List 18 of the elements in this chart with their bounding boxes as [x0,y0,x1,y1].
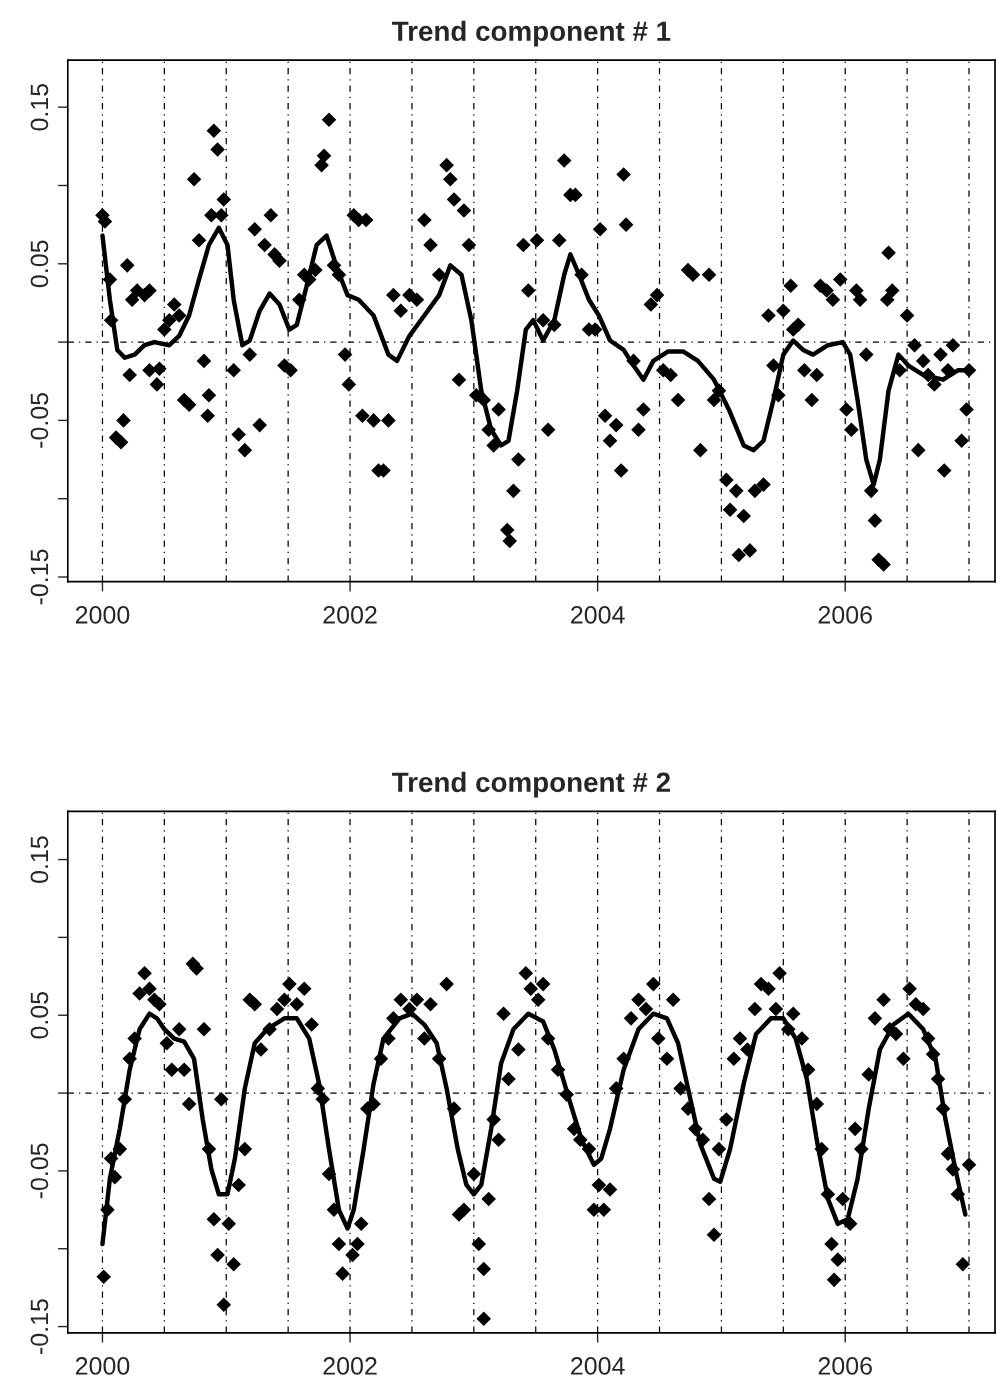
x-tick-label: 2000 [75,1357,130,1375]
y-tick-label: -0.15 [30,549,49,605]
x-tick-label: 2006 [818,1357,872,1375]
chart-title: Trend component # 2 [392,771,670,798]
y-tick-label: 0.05 [30,240,49,288]
y-tick-label: 0.15 [30,836,49,883]
y-tick-label: 0.15 [30,83,49,131]
x-tick-label: 2004 [571,1357,625,1375]
y-tick-label: -0.05 [30,392,49,448]
y-tick-label: -0.05 [30,1143,49,1199]
x-tick-label: 2000 [75,605,130,624]
x-tick-label: 2004 [571,605,625,624]
y-tick-label: 0.05 [30,991,49,1039]
chart-title: Trend component # 1 [392,20,671,47]
y-tick-label: -0.15 [30,1299,49,1354]
x-tick-label: 2002 [323,605,377,624]
x-tick-label: 2002 [323,1357,377,1375]
x-tick-label: 2006 [818,605,872,624]
